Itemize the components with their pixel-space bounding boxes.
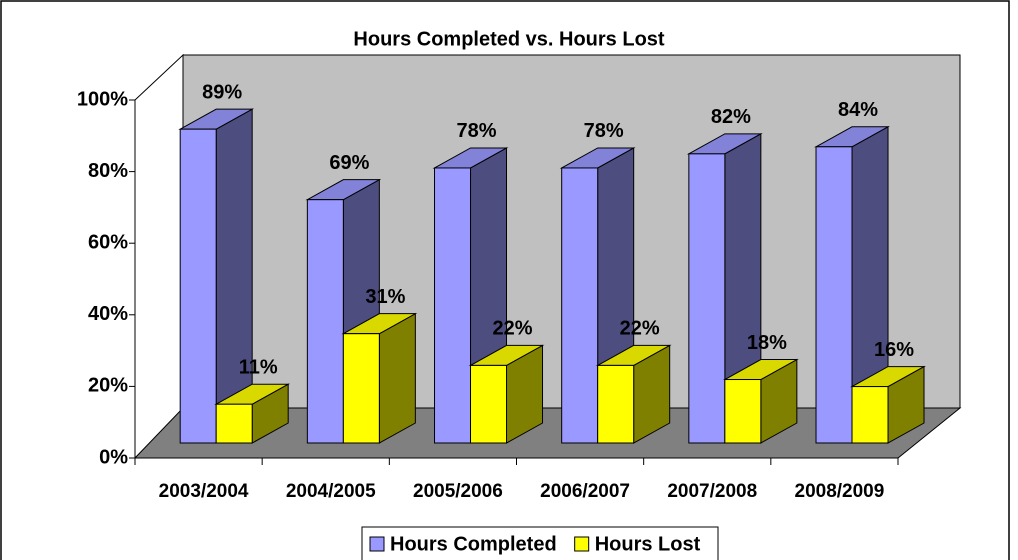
- legend-label: Hours Completed: [390, 533, 557, 555]
- bar: [724, 379, 762, 444]
- chart-title: Hours Completed vs. Hours Lost: [353, 28, 664, 50]
- bar: [815, 146, 853, 444]
- value-label: 31%: [365, 286, 405, 308]
- y-tick-label: 40%: [88, 303, 128, 325]
- bar: [470, 364, 508, 444]
- legend-swatch: [574, 536, 590, 552]
- value-label: 78%: [584, 120, 624, 142]
- x-tick-label: 2006/2007: [540, 481, 630, 502]
- value-label: 11%: [239, 356, 278, 378]
- x-tick-label: 2003/2004: [159, 481, 249, 502]
- legend-swatch: [369, 536, 385, 552]
- bar: [342, 333, 380, 444]
- y-tick-label: 60%: [88, 231, 128, 253]
- bar: [215, 403, 253, 444]
- y-tick-label: 0%: [99, 446, 128, 468]
- bar-side: [378, 312, 416, 444]
- x-tick-label: 2008/2009: [795, 481, 885, 502]
- legend-label: Hours Lost: [595, 533, 701, 555]
- x-tick-label: 2007/2008: [667, 481, 757, 502]
- legend-box: [361, 526, 719, 560]
- y-tick-label: 100%: [77, 88, 128, 110]
- bar: [306, 199, 344, 444]
- x-tick-label: 2005/2006: [413, 481, 503, 502]
- x-tick-label: 2004/2005: [286, 481, 376, 502]
- value-label: 82%: [711, 106, 751, 128]
- value-label: 89%: [202, 81, 242, 103]
- legend: Hours Completed Hours Lost: [361, 526, 719, 560]
- left-wall: [134, 53, 184, 460]
- bar: [851, 386, 889, 444]
- y-tick-label: 80%: [88, 160, 128, 182]
- bar: [561, 167, 599, 444]
- value-label: 84%: [838, 99, 878, 121]
- value-label: 22%: [493, 318, 533, 340]
- value-label: 16%: [874, 339, 914, 361]
- bar: [179, 128, 217, 444]
- value-label: 18%: [747, 332, 787, 354]
- value-label: 78%: [457, 120, 497, 142]
- y-tick-label: 20%: [88, 375, 128, 397]
- value-label: 69%: [329, 152, 369, 174]
- value-label: 22%: [620, 318, 660, 340]
- bar: [688, 153, 726, 444]
- bar: [434, 167, 472, 444]
- bar: [597, 364, 635, 444]
